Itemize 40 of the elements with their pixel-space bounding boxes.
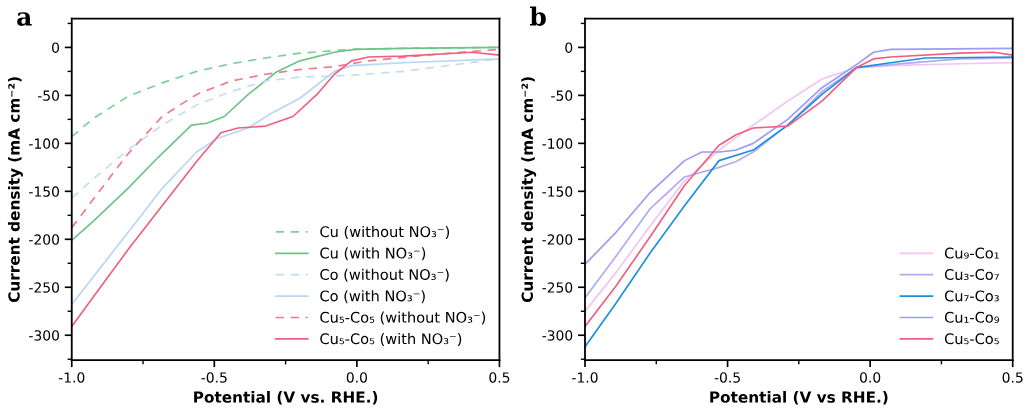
y-tick-label: -100 <box>542 138 573 149</box>
x-tick-label: -0.5 <box>714 372 740 383</box>
y-tick-label: 0 <box>52 42 60 53</box>
y-tick-label: -150 <box>542 186 573 197</box>
y-tick-label: -100 <box>29 138 60 149</box>
legend-label: Cu₅-Co₅ (with NO₃⁻) <box>320 332 462 346</box>
y-tick-label: -200 <box>29 234 60 245</box>
x-tick-label: 0.0 <box>346 372 368 383</box>
legend-label: Cu (with NO₃⁻) <box>320 247 426 261</box>
x-axis-title: Potential (V vs. RHE.) <box>194 390 378 405</box>
legend-label: Cu₇-Co₃ <box>944 290 999 302</box>
line-series <box>585 47 1013 266</box>
y-axis-title: Current density (mA cm⁻²) <box>521 77 537 303</box>
chart-title: a <box>17 12 32 26</box>
x-tick-label: -1.0 <box>572 372 598 383</box>
chart-title: b <box>529 6 546 26</box>
legend-label: Cu (without NO₃⁻) <box>320 225 450 239</box>
y-tick-label: -150 <box>29 186 60 197</box>
y-tick-label: -250 <box>29 282 60 293</box>
legend-label: Cu₉-Co₁ <box>944 247 999 259</box>
legend-label: Cu₅-Co₅ (without NO₃⁻) <box>320 311 486 325</box>
legend-label: Co (without NO₃⁻) <box>320 268 449 282</box>
x-tick-label: -1.0 <box>58 372 85 383</box>
legend-label: Co (with NO₃⁻) <box>320 290 425 304</box>
x-tick-label: 0.5 <box>1002 372 1023 383</box>
y-tick-label: -300 <box>29 330 60 341</box>
x-tick-label: -0.5 <box>201 372 227 383</box>
y-tick-label: -50 <box>551 90 573 101</box>
x-tick-label: 0.5 <box>489 372 510 383</box>
y-axis-title: Current density (mA cm⁻²) <box>7 77 23 303</box>
y-tick-label: -300 <box>542 330 573 341</box>
legend-label: Cu₃-Co₇ <box>944 268 999 281</box>
y-tick-label: 0 <box>565 42 573 53</box>
y-tick-label: -50 <box>37 90 60 101</box>
y-tick-label: -200 <box>542 234 573 245</box>
legend-label: Cu₁-Co₉ <box>944 311 1000 323</box>
y-tick-label: -250 <box>542 282 573 293</box>
legend-label: Cu₅-Co₅ <box>944 333 999 345</box>
x-tick-label: 0.0 <box>860 372 881 383</box>
x-axis-title: Potential (V vs RHE.) <box>710 390 888 405</box>
